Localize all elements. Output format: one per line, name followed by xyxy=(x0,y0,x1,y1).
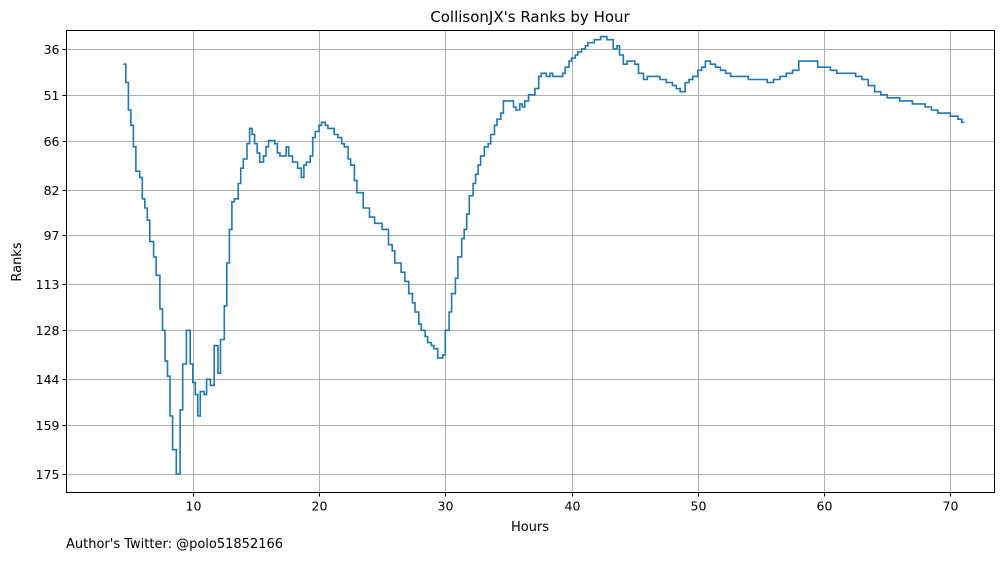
x-tick-label: 70 xyxy=(943,499,959,514)
y-tick-label: 159 xyxy=(36,418,60,433)
y-tick-label: 97 xyxy=(44,228,60,243)
x-tick-label: 60 xyxy=(817,499,833,514)
x-tick-label: 10 xyxy=(186,499,202,514)
author-footnote: Author's Twitter: @polo51852166 xyxy=(66,537,284,552)
y-tick-label: 128 xyxy=(36,323,60,338)
plot-frame xyxy=(66,30,995,493)
y-tick-label: 36 xyxy=(44,42,60,57)
rank-series-line xyxy=(123,35,965,475)
y-tick-label: 144 xyxy=(36,372,60,387)
y-tick-label: 82 xyxy=(44,183,60,198)
y-tick-label: 51 xyxy=(44,88,60,103)
grid xyxy=(66,30,995,493)
x-tick-label: 40 xyxy=(565,499,581,514)
chart-title: CollisonJX's Ranks by Hour xyxy=(430,8,630,26)
ticks: 10 20 30 40 50 60 70 36 51 66 82 97 113 128 144 159 175 xyxy=(36,42,959,514)
y-tick-label: 175 xyxy=(36,467,60,482)
x-axis-title: Hours xyxy=(511,520,549,535)
y-tick-label: 113 xyxy=(36,277,60,292)
y-axis-title: Ranks xyxy=(10,242,25,281)
x-tick-label: 30 xyxy=(438,499,454,514)
series-layer xyxy=(123,35,965,475)
y-tick-label: 66 xyxy=(44,134,60,149)
x-tick-label: 20 xyxy=(312,499,328,514)
x-tick-label: 50 xyxy=(691,499,707,514)
